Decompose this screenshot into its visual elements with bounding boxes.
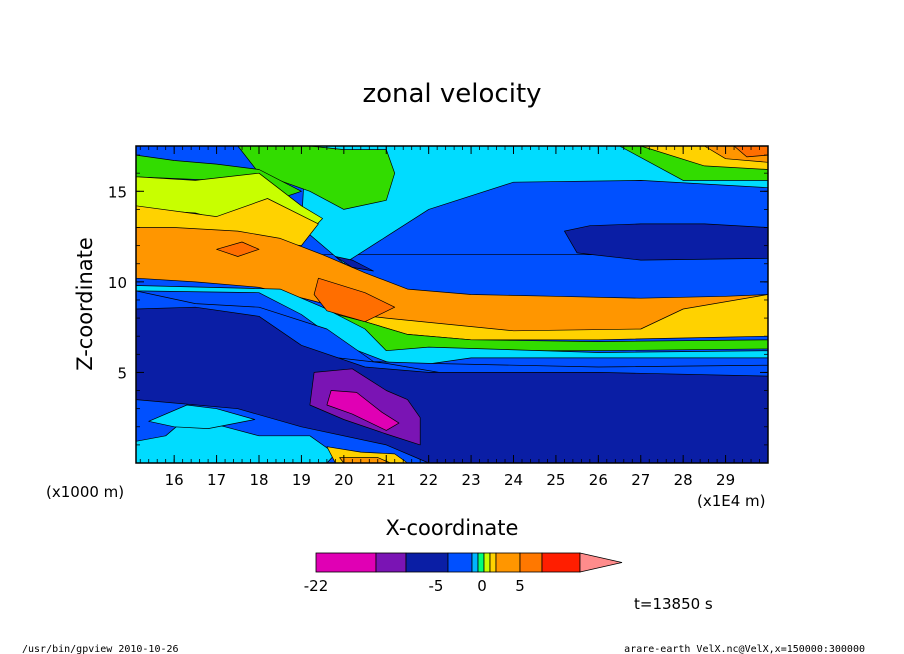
contour-region-green: [237, 145, 396, 210]
contour-region-navy: [335, 256, 374, 272]
colorbar-arrow: [579, 552, 623, 573]
colorbar: [315, 552, 623, 573]
y-tick-label: 15: [108, 183, 127, 201]
colorbar-label: -5: [429, 577, 444, 595]
x-tick-label: 18: [249, 471, 268, 489]
y-tick-label: 10: [108, 274, 127, 292]
plot-frame: [135, 145, 769, 464]
x-tick-label: 23: [462, 471, 481, 489]
axis-ticks: [136, 146, 769, 463]
source-label: arare-earth_VelX.nc@VelX,x=150000:300000: [624, 644, 865, 654]
contour-region-red-orange: [313, 277, 396, 323]
x-tick-label: 25: [546, 471, 565, 489]
x-tick-labels: 16 17 18 19 20 21 22 23 24 25 26 27 28 29: [165, 471, 736, 489]
colorbar-segment: [477, 552, 485, 573]
program-label: /usr/bin/gpview 2010-10-26: [22, 644, 179, 654]
colorbar-segment: [447, 552, 473, 573]
colorbar-segment: [471, 552, 479, 573]
contour-region-cyan: [148, 404, 256, 429]
colorbar-segment: [495, 552, 521, 573]
colorbar-segment: [375, 552, 407, 573]
y-axis-label: Z-coordinate: [73, 237, 97, 371]
contour-region-magenta: [326, 390, 400, 431]
x-axis-label: X-coordinate: [386, 516, 519, 540]
plot-area: [135, 145, 769, 464]
chart-title: zonal velocity: [362, 79, 541, 109]
y-tick-label: 5: [117, 364, 127, 382]
contour-regions: [135, 145, 769, 464]
x-tick-label: 20: [334, 471, 353, 489]
x-tick-label: 29: [716, 471, 735, 489]
y-tick-labels: 5 10 15: [108, 183, 127, 382]
x-tick-label: 17: [207, 471, 226, 489]
x-tick-label: 28: [674, 471, 693, 489]
contour-region-navy: [564, 223, 769, 261]
x-tick-label: 21: [377, 471, 396, 489]
colorbar-labels: -22 -5 0 5: [304, 577, 525, 595]
colorbar-segment: [519, 552, 543, 573]
x-tick-label: 26: [589, 471, 608, 489]
colorbar-segment: [315, 552, 377, 573]
x-unit-left: (x1000 m): [46, 483, 124, 501]
x-tick-label: 24: [504, 471, 523, 489]
time-label: t=13850 s: [634, 595, 713, 613]
x-tick-label: 22: [419, 471, 438, 489]
x-tick-label: 19: [292, 471, 311, 489]
colorbar-segment: [483, 552, 491, 573]
contour-region-cyan: [135, 285, 769, 368]
x-tick-label: 16: [165, 471, 184, 489]
colorbar-segment: [489, 552, 497, 573]
colorbar-label: 5: [515, 577, 525, 595]
colorbar-segment: [541, 552, 581, 573]
colorbar-segment: [405, 552, 449, 573]
colorbar-label: -22: [304, 577, 329, 595]
x-unit-right: (x1E4 m): [697, 492, 766, 510]
colorbar-label: 0: [477, 577, 487, 595]
contour-region-red-orange: [216, 241, 260, 257]
x-tick-label: 27: [631, 471, 650, 489]
